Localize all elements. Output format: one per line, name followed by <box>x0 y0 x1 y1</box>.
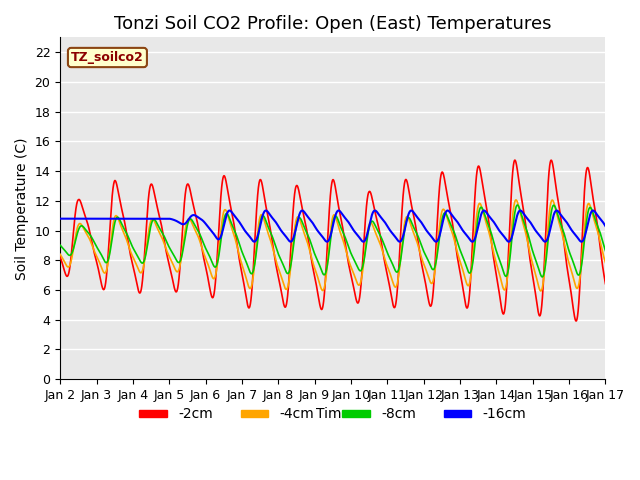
X-axis label: Time: Time <box>316 408 350 421</box>
Title: Tonzi Soil CO2 Profile: Open (East) Temperatures: Tonzi Soil CO2 Profile: Open (East) Temp… <box>114 15 552 33</box>
Y-axis label: Soil Temperature (C): Soil Temperature (C) <box>15 137 29 279</box>
Text: TZ_soilco2: TZ_soilco2 <box>71 51 144 64</box>
Legend: -2cm, -4cm, -8cm, -16cm: -2cm, -4cm, -8cm, -16cm <box>134 402 532 427</box>
